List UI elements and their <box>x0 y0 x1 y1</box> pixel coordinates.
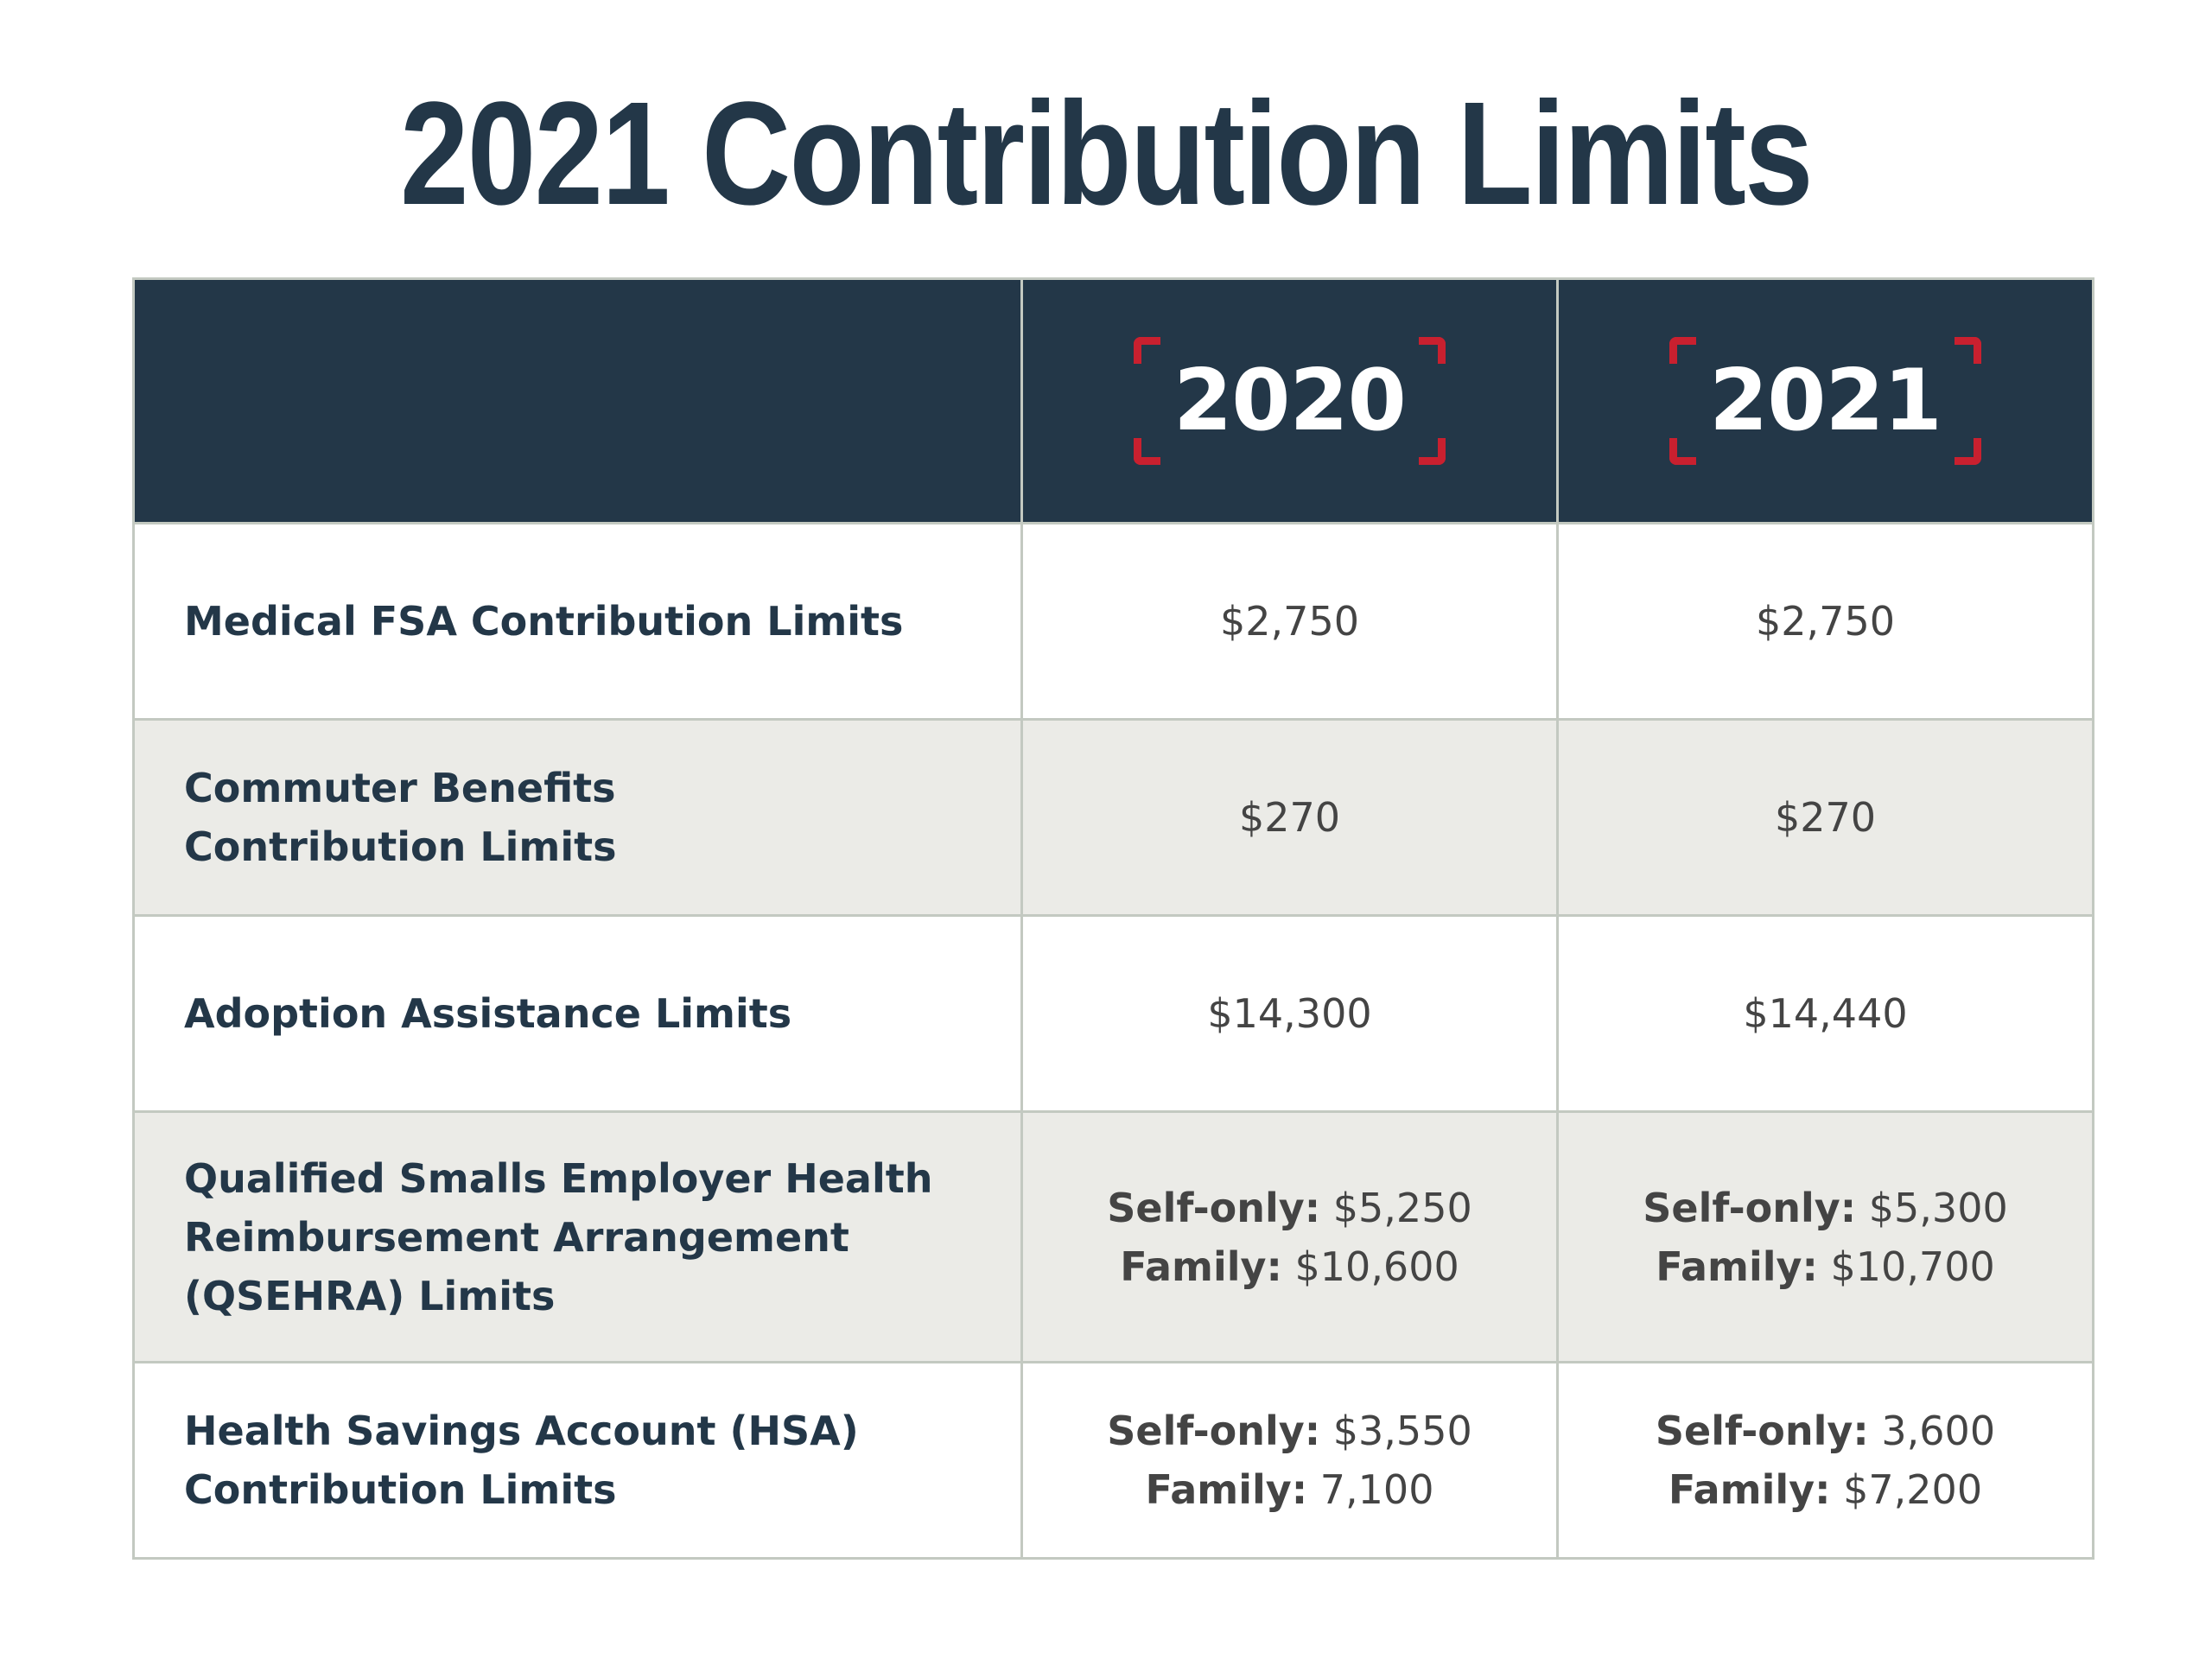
year-badge: 2020 <box>1134 337 1446 465</box>
table-row: Health Savings Account (HSA) Contributio… <box>132 1361 2094 1560</box>
value-text: $14,440 <box>1743 990 1908 1037</box>
row-label-line: Commuter Benefits <box>184 765 616 811</box>
bracket-corner-icon <box>1418 337 1446 364</box>
header-empty-cell <box>132 277 1023 524</box>
value-text: $270 <box>1238 794 1341 841</box>
value-amount: $3,550 <box>1320 1408 1472 1454</box>
value-2021: Self-only: $5,300 Family: $10,700 <box>1556 1110 2094 1363</box>
value-line-self-only: Self-only: 3,600 <box>1559 1402 2092 1460</box>
value-key: Family: <box>1656 1243 1818 1290</box>
table-row: Qualified Smalls Employer Health Reimbur… <box>132 1110 2094 1363</box>
value-key: Self-only: <box>1655 1408 1869 1454</box>
bracket-corner-icon <box>1669 337 1697 364</box>
bracket-corner-icon <box>1954 438 1981 465</box>
value-key: Self-only: <box>1107 1408 1321 1454</box>
row-label-line: Health Savings Account (HSA) <box>184 1408 859 1454</box>
value-2020: Self-only: $5,250 Family: $10,600 <box>1020 1110 1559 1363</box>
row-label: Qualified Smalls Employer Health Reimbur… <box>132 1110 1023 1363</box>
year-label: 2021 <box>1709 352 1942 450</box>
value-key: Family: <box>1120 1243 1282 1290</box>
value-amount: $10,600 <box>1281 1243 1459 1290</box>
header-year-2020: 2020 <box>1020 277 1559 524</box>
row-label-line: (QSEHRA) Limits <box>184 1272 556 1319</box>
value-text: $2,750 <box>1756 598 1895 645</box>
row-label-line: Adoption Assistance Limits <box>184 990 792 1037</box>
value-line-family: Family: 7,100 <box>1023 1460 1556 1519</box>
value-text: $2,750 <box>1220 598 1359 645</box>
row-label: Commuter Benefits Contribution Limits <box>132 718 1023 917</box>
table-row: Adoption Assistance Limits $14,300 $14,4… <box>132 914 2094 1113</box>
contribution-limits-table: 2020 2021 Medical FSA Contribution Limit… <box>132 277 2094 1560</box>
value-key: Self-only: <box>1107 1184 1321 1231</box>
bracket-corner-icon <box>1134 337 1161 364</box>
bracket-corner-icon <box>1669 438 1697 465</box>
value-2021: Self-only: 3,600 Family: $7,200 <box>1556 1361 2094 1560</box>
header-year-2021: 2021 <box>1556 277 2094 524</box>
value-text: $14,300 <box>1207 990 1372 1037</box>
value-2020: $270 <box>1020 718 1559 917</box>
value-line-family: Family: $10,700 <box>1559 1237 2092 1296</box>
value-amount: $5,250 <box>1320 1184 1472 1231</box>
value-line-self-only: Self-only: $5,250 <box>1023 1179 1556 1237</box>
table-row: Commuter Benefits Contribution Limits $2… <box>132 718 2094 917</box>
bracket-corner-icon <box>1418 438 1446 465</box>
row-label: Adoption Assistance Limits <box>132 914 1023 1113</box>
value-amount: $5,300 <box>1856 1184 2008 1231</box>
year-label: 2020 <box>1173 352 1407 450</box>
value-line-self-only: Self-only: $5,300 <box>1559 1179 2092 1237</box>
value-amount: 7,100 <box>1307 1466 1434 1513</box>
value-2021: $270 <box>1556 718 2094 917</box>
value-amount: $10,700 <box>1817 1243 1995 1290</box>
value-2020: $14,300 <box>1020 914 1559 1113</box>
value-key: Family: <box>1145 1466 1308 1513</box>
value-key: Family: <box>1668 1466 1831 1513</box>
table-row: Medical FSA Contribution Limits $2,750 $… <box>132 522 2094 721</box>
row-label: Medical FSA Contribution Limits <box>132 522 1023 721</box>
value-2020: Self-only: $3,550 Family: 7,100 <box>1020 1361 1559 1560</box>
value-line-self-only: Self-only: $3,550 <box>1023 1402 1556 1460</box>
page-title: 2021 Contribution Limits <box>400 72 1813 236</box>
value-2021: $14,440 <box>1556 914 2094 1113</box>
row-label-line: Contribution Limits <box>184 1466 617 1513</box>
value-2020: $2,750 <box>1020 522 1559 721</box>
row-label-line: Qualified Smalls Employer Health <box>184 1154 933 1202</box>
bracket-corner-icon <box>1134 438 1161 465</box>
value-amount: $7,200 <box>1830 1466 1983 1513</box>
table-header-row: 2020 2021 <box>132 277 2094 524</box>
value-line-family: Family: $7,200 <box>1559 1460 2092 1519</box>
bracket-corner-icon <box>1954 337 1981 364</box>
row-label-line: Reimbursement Arrangement <box>184 1213 849 1261</box>
value-key: Self-only: <box>1643 1184 1857 1231</box>
value-2021: $2,750 <box>1556 522 2094 721</box>
row-label: Health Savings Account (HSA) Contributio… <box>132 1361 1023 1560</box>
row-label-line: Medical FSA Contribution Limits <box>184 598 904 645</box>
value-amount: 3,600 <box>1868 1408 1996 1454</box>
row-label-line: Contribution Limits <box>184 823 617 870</box>
value-line-family: Family: $10,600 <box>1023 1237 1556 1296</box>
value-text: $270 <box>1774 794 1877 841</box>
year-badge: 2021 <box>1669 337 1981 465</box>
